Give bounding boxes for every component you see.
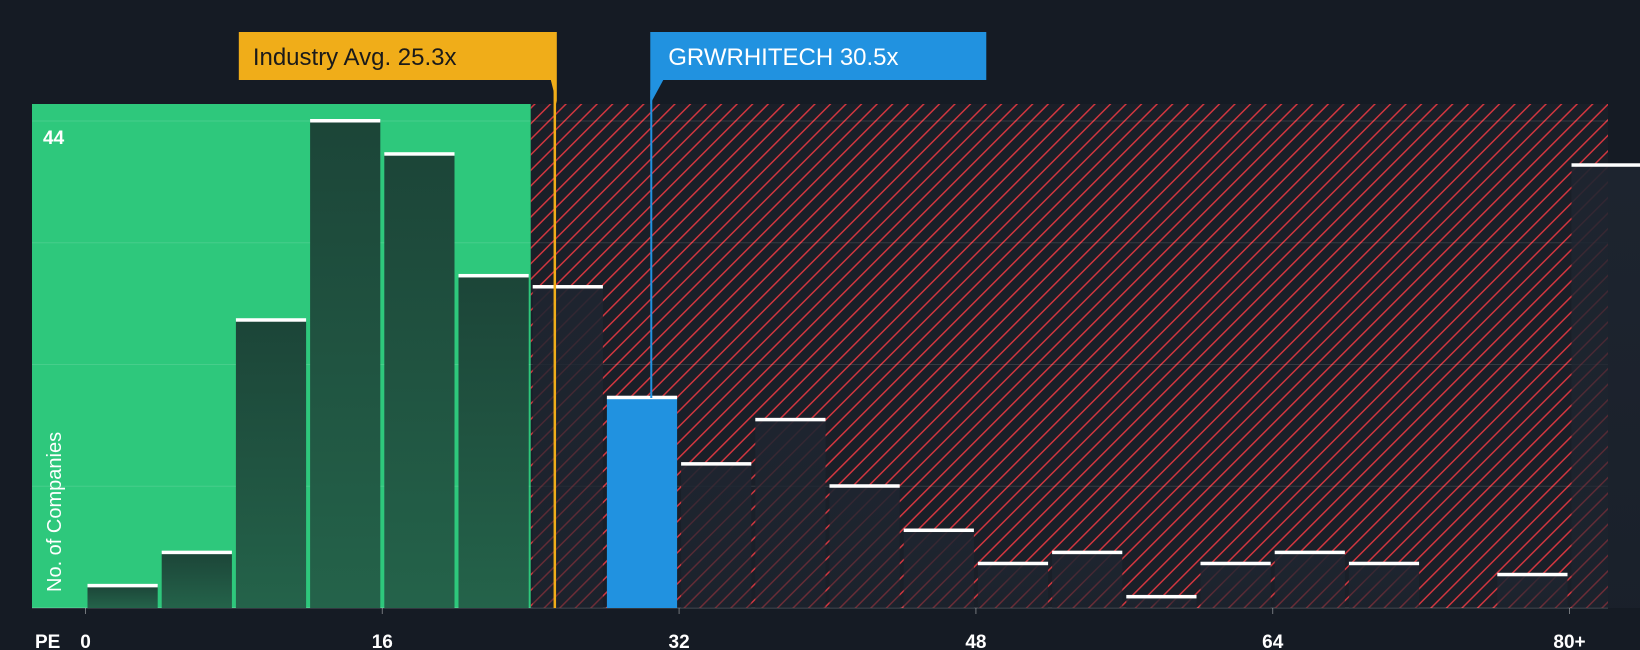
y-axis-title: No. of Companies (44, 432, 66, 592)
bar-cap (532, 285, 603, 289)
histogram-bar (161, 552, 232, 608)
x-tick-label: 64 (1262, 632, 1284, 650)
bar-cap (1497, 572, 1568, 577)
company-pe-label: GRWRHITECH 30.5x (668, 44, 898, 71)
bar-cap (310, 119, 381, 123)
bar-cap (1126, 594, 1197, 599)
histogram-bar (681, 464, 752, 608)
x-tick-label: 32 (669, 632, 690, 650)
x-tick-label: 0 (80, 632, 91, 650)
bar-cap (458, 273, 529, 278)
bar-cap (829, 484, 900, 488)
histogram-bar (755, 419, 826, 608)
histogram-bar (458, 275, 529, 608)
bar-cap (87, 583, 158, 588)
histogram-bar (1274, 552, 1345, 608)
histogram-bar (384, 154, 455, 609)
histogram-bar (235, 320, 307, 608)
bar-cap (1348, 561, 1420, 566)
histogram-bar (977, 563, 1049, 608)
bar-cap (903, 528, 974, 533)
bar-cap (681, 462, 752, 466)
company-pe-callout (650, 32, 987, 104)
histogram-bar (532, 287, 603, 608)
histogram-bar (1200, 563, 1271, 608)
histogram-bar (903, 530, 974, 608)
bar-cap (977, 561, 1049, 566)
x-tick-label: 16 (372, 632, 393, 650)
bar-cap (1200, 561, 1271, 566)
industry-avg-label: Industry Avg. 25.3x (253, 44, 457, 71)
histogram-bar (1348, 563, 1420, 608)
histogram-bar (87, 585, 158, 608)
bar-cap (235, 318, 307, 322)
x-tick-label: 48 (965, 632, 986, 650)
histogram-bar (1571, 165, 1640, 609)
bar-cap (384, 152, 455, 156)
bar-cap (755, 417, 826, 422)
x-tick-label: 80+ (1553, 632, 1585, 650)
bar-cap (606, 395, 678, 400)
histogram-bar (1052, 552, 1123, 608)
histogram-bar (1497, 574, 1568, 608)
bar-cap (161, 550, 232, 555)
company-bar (606, 397, 678, 608)
bar-cap (1052, 550, 1123, 555)
industry-avg-callout (238, 32, 557, 104)
y-max-label: 44 (43, 128, 65, 149)
x-axis-title: PE (35, 632, 60, 650)
histogram-bar (310, 121, 381, 608)
bar-cap (1571, 163, 1640, 167)
histogram-bar (1126, 596, 1197, 608)
histogram-bar (829, 486, 900, 608)
bar-cap (1274, 550, 1345, 555)
